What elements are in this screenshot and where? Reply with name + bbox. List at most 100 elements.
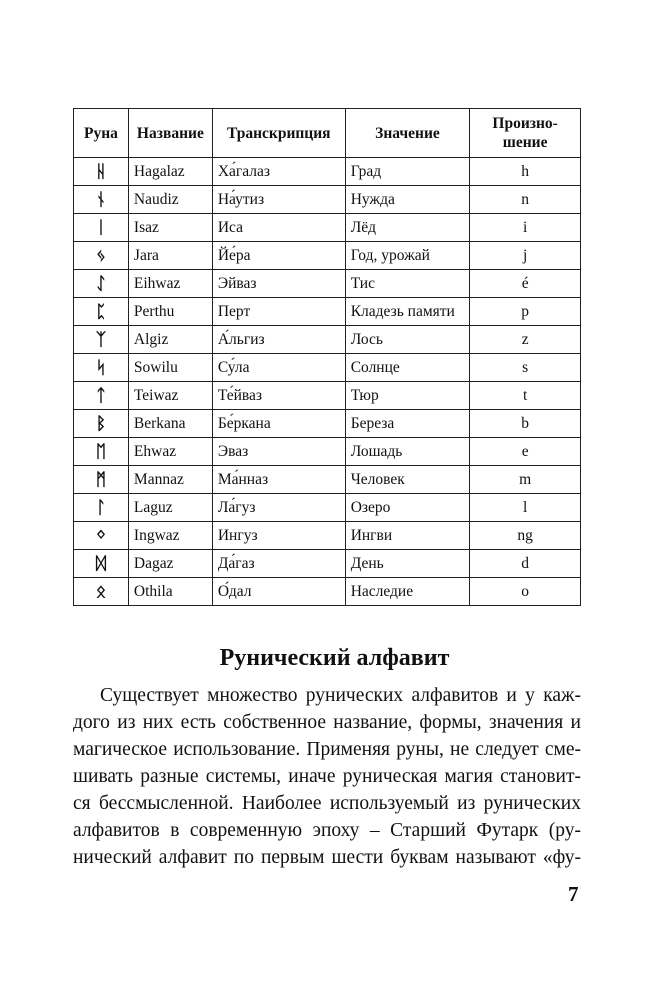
cell-transcription: Ха́галаз (211, 157, 346, 186)
table-row: ᛉ Algiz А́льгиз Лось z (73, 325, 581, 354)
cell-transcription: Йе́ра (211, 241, 346, 270)
cell-name: Ingwaz (127, 521, 213, 550)
cell-name: Sowilu (127, 353, 213, 382)
cell-meaning: Кладезь памяти (344, 297, 471, 326)
cell-meaning: Солнце (344, 353, 471, 382)
rune-glyph-icon: ᛃ (73, 241, 129, 270)
cell-meaning: Береза (344, 409, 471, 438)
cell-pronunciation: m (469, 465, 581, 494)
cell-pronunciation: p (469, 297, 581, 326)
cell-transcription: Да́газ (211, 549, 346, 578)
paragraph-line: магическое использование. Применяя руны,… (73, 739, 581, 760)
rune-glyph-icon: ᛗ (73, 465, 129, 494)
cell-name: Laguz (127, 493, 213, 522)
cell-name: Mannaz (127, 465, 213, 494)
rune-glyph-icon: ᛟ (73, 577, 129, 606)
cell-transcription: А́льгиз (211, 325, 346, 354)
paragraph-line: дого из них есть собственное название, ф… (73, 712, 581, 733)
cell-pronunciation: b (469, 409, 581, 438)
cell-name: Perthu (127, 297, 213, 326)
rune-glyph-icon: ᛈ (73, 297, 129, 326)
cell-pronunciation: l (469, 493, 581, 522)
cell-name: Teiwaz (127, 381, 213, 410)
cell-pronunciation: e (469, 437, 581, 466)
cell-name: Isaz (127, 213, 213, 242)
cell-transcription: Ма́нназ (211, 465, 346, 494)
table-row: ᛖ Ehwaz Эваз Лошадь e (73, 437, 581, 466)
cell-transcription: Эваз (211, 437, 346, 466)
table-row: ᛜ Ingwaz Ингуз Ингви ng (73, 521, 581, 550)
cell-transcription: Ла́гуз (211, 493, 346, 522)
cell-pronunciation: d (469, 549, 581, 578)
paragraph-line: шивать разные системы, иначе руническая … (73, 766, 581, 787)
table-row: ᛈ Perthu Перт Кладезь памяти p (73, 297, 581, 326)
paragraph-line: Существует множество рунических алфавито… (100, 685, 581, 706)
cell-name: Algiz (127, 325, 213, 354)
header-pron-line2: шение (502, 134, 548, 151)
page-number: 7 (568, 882, 579, 906)
table-row: ᛏ Teiwaz Те́йваз Тюр t (73, 381, 581, 410)
paragraph-line: ся бессмысленной. Наиболее используемый … (73, 793, 581, 814)
cell-meaning: Год, урожай (344, 241, 471, 270)
cell-pronunciation: h (469, 157, 581, 186)
header-name: Название (127, 108, 213, 158)
cell-transcription: Перт (211, 297, 346, 326)
cell-transcription: Эйваз (211, 269, 346, 298)
cell-meaning: День (344, 549, 471, 578)
cell-meaning: Лёд (344, 213, 471, 242)
cell-transcription: Те́йваз (211, 381, 346, 410)
cell-name: Eihwaz (127, 269, 213, 298)
header-rune: Руна (73, 108, 129, 158)
runes-table: Руна Название Транскрипция Значение Прои… (73, 108, 581, 606)
table-row: ᛟ Othila О́дал Наследие o (73, 577, 581, 606)
cell-meaning: Тюр (344, 381, 471, 410)
rune-glyph-icon: ᛉ (73, 325, 129, 354)
rune-glyph-icon: ᛇ (73, 269, 129, 298)
paragraph-line: алфавитов в современную эпоху – Старший … (73, 820, 581, 841)
cell-pronunciation: ng (469, 521, 581, 550)
rune-glyph-icon: ᛁ (73, 213, 129, 242)
cell-pronunciation: s (469, 353, 581, 382)
header-transcription: Транскрипция (211, 108, 346, 158)
cell-transcription: Ингуз (211, 521, 346, 550)
rune-glyph-icon: ᛒ (73, 409, 129, 438)
cell-name: Hagalaz (127, 157, 213, 186)
table-row: ᛒ Berkana Бе́ркана Береза b (73, 409, 581, 438)
section-title: Рунический алфавит (219, 645, 450, 671)
cell-meaning: Ингви (344, 521, 471, 550)
cell-transcription: Бе́ркана (211, 409, 346, 438)
rune-glyph-icon: ᚾ (73, 185, 129, 214)
table-row: ᛚ Laguz Ла́гуз Озеро l (73, 493, 581, 522)
paragraph-line: нический алфавит по первым шести буквам … (73, 847, 581, 868)
cell-pronunciation: n (469, 185, 581, 214)
cell-name: Jara (127, 241, 213, 270)
table-header-row: Руна Название Транскрипция Значение Прои… (73, 108, 581, 158)
cell-meaning: Человек (344, 465, 471, 494)
cell-transcription: Иса (211, 213, 346, 242)
cell-meaning: Нужда (344, 185, 471, 214)
table-row: ᛞ Dagaz Да́газ День d (73, 549, 581, 578)
cell-meaning: Град (344, 157, 471, 186)
cell-transcription: Су́ла (211, 353, 346, 382)
body-paragraph: Существует множество рунических алфавито… (73, 682, 581, 871)
rune-glyph-icon: ᛖ (73, 437, 129, 466)
table-row: ᛁ Isaz Иса Лёд i (73, 213, 581, 242)
cell-pronunciation: i (469, 213, 581, 242)
header-meaning: Значение (344, 108, 471, 158)
cell-name: Dagaz (127, 549, 213, 578)
table-row: ᛇ Eihwaz Эйваз Тис é (73, 269, 581, 298)
cell-pronunciation: t (469, 381, 581, 410)
cell-meaning: Наследие (344, 577, 471, 606)
cell-name: Berkana (127, 409, 213, 438)
table-row: ᛃ Jara Йе́ра Год, урожай j (73, 241, 581, 270)
table-row: ᛗ Mannaz Ма́нназ Человек m (73, 465, 581, 494)
table-row: ᛋ Sowilu Су́ла Солнце s (73, 353, 581, 382)
cell-pronunciation: o (469, 577, 581, 606)
rune-glyph-icon: ᛏ (73, 381, 129, 410)
cell-name: Naudiz (127, 185, 213, 214)
rune-glyph-icon: ᛜ (73, 521, 129, 550)
rune-glyph-icon: ᚺ (73, 157, 129, 186)
cell-name: Othila (127, 577, 213, 606)
rune-glyph-icon: ᛚ (73, 493, 129, 522)
rune-glyph-icon: ᛋ (73, 353, 129, 382)
